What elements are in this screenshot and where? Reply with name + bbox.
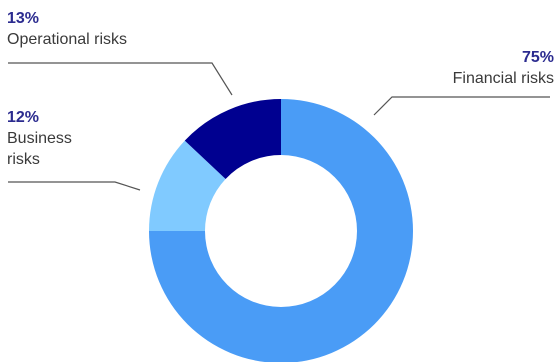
slice-label-operational: Operational risks [7, 31, 128, 48]
label-business-risks: 12% Business risks [7, 107, 97, 170]
leader-line-operational [8, 62, 233, 96]
value-label-operational: 13% [7, 10, 40, 27]
slice-label-business: Business risks [7, 130, 72, 168]
leader-line-financial [373, 96, 550, 116]
slice-label-financial: Financial risks [452, 70, 554, 87]
leader-line-business [8, 181, 141, 191]
label-financial-risks: 75% Financial risks [436, 47, 554, 89]
label-operational-risks: 13% Operational risks [7, 8, 127, 50]
value-label-financial: 75% [521, 49, 554, 66]
slice-business-risks [149, 140, 226, 231]
value-label-business: 12% [7, 109, 40, 126]
slice-financial-risks [149, 99, 413, 362]
slice-operational-risks [184, 99, 281, 179]
